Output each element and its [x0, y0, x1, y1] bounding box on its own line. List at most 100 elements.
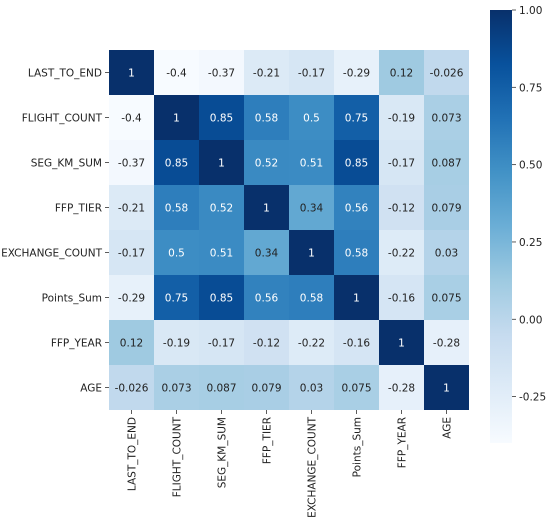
heatmap-cell [109, 275, 154, 320]
heatmap-cell [199, 95, 244, 140]
cell-value-label: 0.075 [341, 383, 371, 395]
x-tick-label: FFP_YEAR [397, 417, 409, 468]
y-tick-label: EXCHANGE_COUNT [1, 248, 102, 260]
y-tick-label: FFP_TIER [55, 203, 102, 215]
heatmap-cell [244, 230, 289, 275]
cell-value-label: -0.29 [118, 293, 145, 305]
heatmap-cell [244, 50, 289, 95]
heatmap-cell [424, 50, 469, 95]
cell-value-label: 0.51 [210, 248, 233, 260]
cell-value-label: 0.52 [210, 203, 233, 215]
heatmap-cell [154, 320, 199, 365]
cell-value-label: -0.19 [388, 113, 415, 125]
cell-value-label: 0.03 [300, 383, 323, 395]
heatmap-cell [289, 275, 334, 320]
x-tick-label: LAST_TO_END [127, 417, 139, 491]
heatmap-cell [109, 185, 154, 230]
heatmap-cell [244, 275, 289, 320]
cell-value-label: 0.079 [431, 203, 461, 215]
cell-value-label: 0.85 [210, 113, 233, 125]
heatmap-cell [289, 230, 334, 275]
cell-value-label: -0.29 [343, 68, 370, 80]
heatmap-cell [379, 230, 424, 275]
cell-value-label: 0.073 [161, 383, 191, 395]
y-tick-label: AGE [80, 383, 102, 395]
cell-value-label: -0.16 [343, 338, 370, 350]
cell-value-label: -0.28 [433, 338, 460, 350]
cell-value-label: 0.58 [300, 293, 323, 305]
y-tick-label: SEG_KM_SUM [31, 158, 102, 170]
heatmap-cell [199, 185, 244, 230]
heatmap-cell [424, 140, 469, 185]
cell-value-label: -0.21 [253, 68, 280, 80]
cell-value-label: 0.75 [165, 293, 188, 305]
colorbar-tick-label: -0.25 [519, 392, 546, 404]
cell-value-label: -0.22 [298, 338, 325, 350]
cell-value-label: 0.85 [345, 158, 368, 170]
cell-value-label: 0.85 [165, 158, 188, 170]
x-axis-labels: LAST_TO_END FLIGHT_COUNT SEG_KM_SUM FFP_TIE… [127, 410, 454, 517]
cell-value-label: -0.28 [388, 383, 415, 395]
heatmap-cell [424, 320, 469, 365]
heatmap-cell [244, 185, 289, 230]
heatmap-cell [154, 365, 199, 410]
heatmap-cell [154, 95, 199, 140]
cell-value-label: -0.19 [163, 338, 190, 350]
x-tick-label: AGE [442, 417, 454, 439]
heatmap-cell [289, 320, 334, 365]
cell-value-label: 1 [308, 248, 315, 260]
heatmap-cells: 1 -0.4 -0.37 -0.21 -0.17 -0.29 0.12 -0.026 -0.4 1… [109, 50, 469, 410]
cell-value-label: 0.12 [120, 338, 143, 350]
heatmap-cell [154, 140, 199, 185]
heatmap-cell [289, 185, 334, 230]
cell-value-label: 0.12 [390, 68, 413, 80]
cell-value-label: -0.37 [208, 68, 235, 80]
y-tick-label: LAST_TO_END [28, 68, 102, 80]
cell-value-label: 0.087 [431, 158, 461, 170]
x-tick-label: FFP_TIER [262, 417, 274, 464]
cell-value-label: -0.12 [253, 338, 280, 350]
cell-value-label: -0.37 [118, 158, 145, 170]
cell-value-label: -0.4 [166, 68, 187, 80]
x-tick-label: Points_Sum [352, 417, 364, 477]
heatmap-cell [289, 140, 334, 185]
heatmap-cell [334, 320, 379, 365]
cell-value-label: -0.17 [388, 158, 415, 170]
cell-value-label: 0.03 [435, 248, 458, 260]
cell-value-label: 0.34 [300, 203, 324, 215]
cell-value-label: -0.12 [388, 203, 415, 215]
cell-value-label: -0.4 [121, 113, 142, 125]
heatmap-cell [109, 230, 154, 275]
cell-value-label: 0.51 [300, 158, 323, 170]
heatmap-cell [199, 50, 244, 95]
cell-value-label: -0.026 [430, 68, 464, 80]
cell-value-label: -0.21 [118, 203, 145, 215]
heatmap-cell [244, 140, 289, 185]
y-axis-labels: LAST_TO_END FLIGHT_COUNT SEG_KM_SUM FFP_TIE… [1, 68, 109, 395]
heatmap-cell [379, 95, 424, 140]
colorbar: 1.00 0.75 0.50 0.25 0.00 -0.25 [490, 5, 546, 443]
heatmap-cell [244, 365, 289, 410]
cell-value-label: 0.56 [345, 203, 369, 215]
cell-value-label: 0.52 [255, 158, 278, 170]
heatmap-cell [109, 50, 154, 95]
heatmap-cell [379, 275, 424, 320]
heatmap-cell [379, 365, 424, 410]
heatmap-cell [334, 140, 379, 185]
colorbar-tick-label: 1.00 [519, 5, 542, 17]
cell-value-label: 1 [128, 68, 135, 80]
colorbar-tick-label: 0.75 [519, 82, 542, 94]
cell-value-label: -0.026 [115, 383, 149, 395]
heatmap-cell [154, 275, 199, 320]
heatmap-cell [109, 140, 154, 185]
x-tick-label: SEG_KM_SUM [217, 417, 229, 488]
y-tick-label: FLIGHT_COUNT [22, 113, 103, 125]
heatmap-cell [424, 185, 469, 230]
cell-value-label: 0.073 [431, 113, 461, 125]
heatmap-cell [289, 365, 334, 410]
cell-value-label: 1 [443, 383, 450, 395]
cell-value-label: 0.34 [255, 248, 279, 260]
heatmap-cell [334, 365, 379, 410]
cell-value-label: 0.079 [251, 383, 281, 395]
